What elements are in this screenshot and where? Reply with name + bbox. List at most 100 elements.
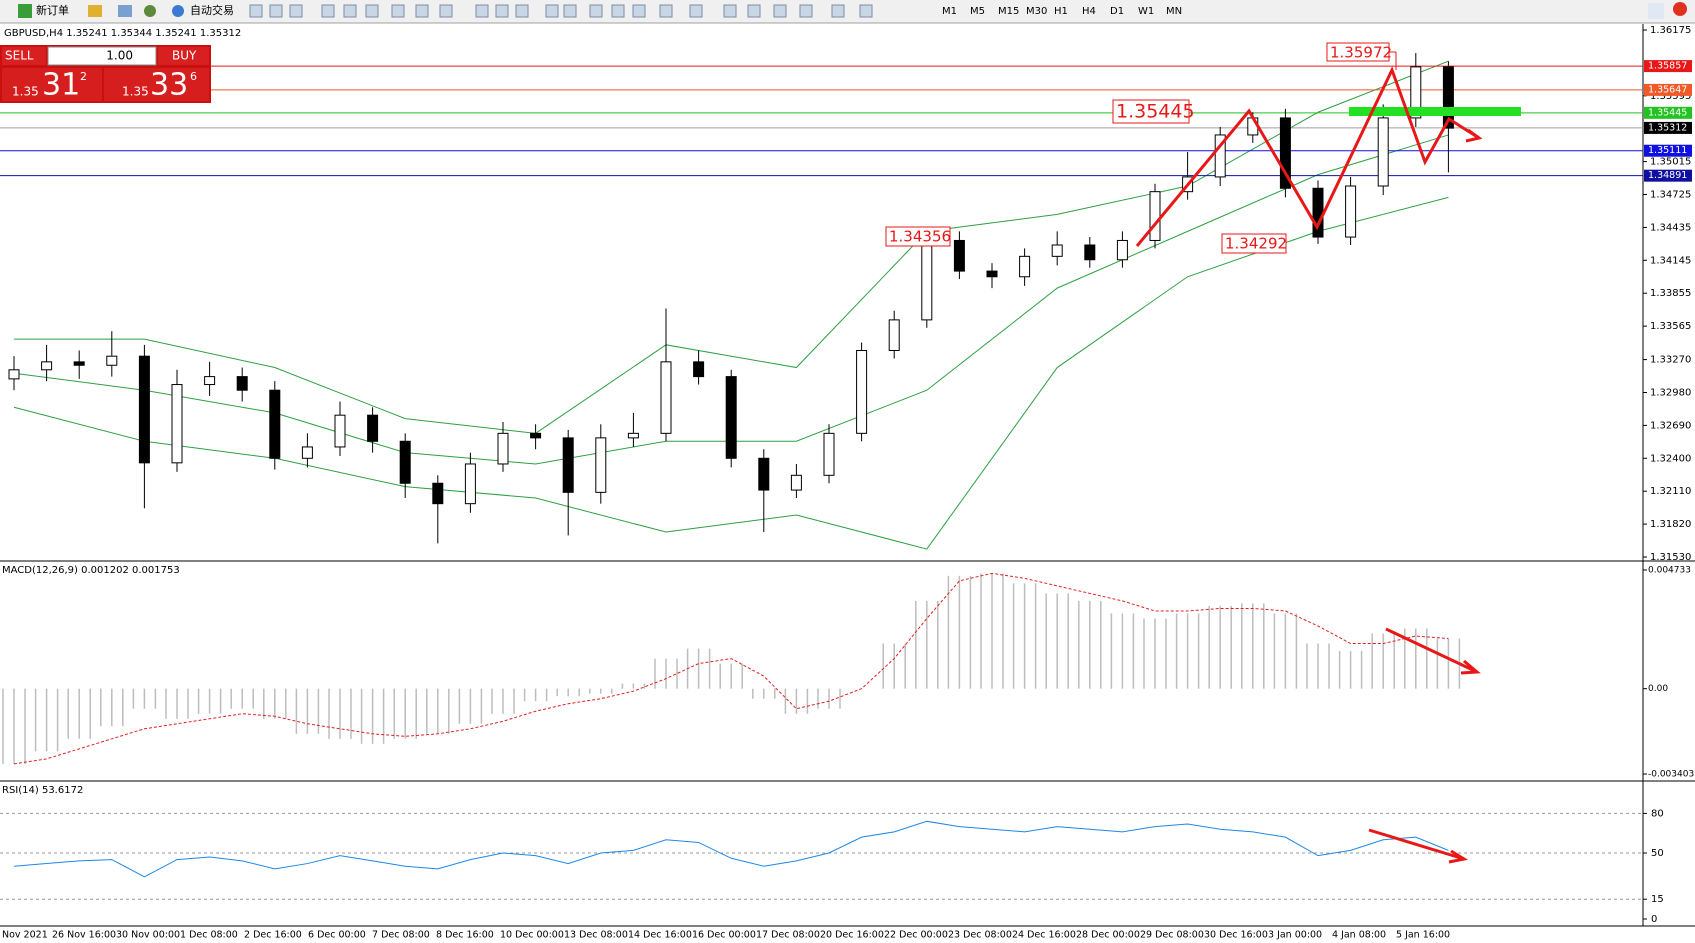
tool-icon[interactable] <box>859 4 873 18</box>
candle-body <box>497 432 509 465</box>
candle-body <box>1084 244 1096 261</box>
tool-icon[interactable] <box>475 4 489 18</box>
x-tick-label: 10 Dec 00:00 <box>500 930 564 941</box>
new-order-icon[interactable] <box>18 4 32 18</box>
search[interactable] <box>1648 3 1664 19</box>
y-tick-label: 1.33565 <box>1650 321 1691 332</box>
x-tick-label: 14 Dec 16:00 <box>628 930 692 941</box>
arrow-head <box>1448 849 1469 864</box>
timeframe-button[interactable]: MN <box>1166 6 1182 17</box>
y-tick-label: 0.004733 <box>1648 566 1691 576</box>
tool-icon[interactable] <box>563 4 577 18</box>
buy-price-main: 33 <box>150 68 188 103</box>
timeframe-button[interactable]: M30 <box>1026 6 1047 17</box>
candle-body <box>1149 191 1161 241</box>
tool-icon[interactable] <box>632 4 646 18</box>
x-tick-label: 7 Dec 08:00 <box>372 930 430 941</box>
tool-icon[interactable] <box>144 5 156 17</box>
buy-label[interactable]: BUY <box>172 49 197 63</box>
tool-icon[interactable] <box>118 5 132 17</box>
candle-body <box>464 463 476 505</box>
bollinger-lower <box>13 196 1449 550</box>
tool-icon[interactable] <box>269 4 283 18</box>
panel-title: MACD(12,26,9) 0.001202 0.001753 <box>2 565 180 576</box>
sell-button[interactable] <box>2 47 46 65</box>
macd-signal <box>13 572 1449 765</box>
tool-icon[interactable] <box>799 4 813 18</box>
candle-body <box>432 482 444 505</box>
bollinger-upper <box>14 60 1449 434</box>
lot-input[interactable] <box>47 46 157 66</box>
tool-icon[interactable] <box>773 4 787 18</box>
tool-icon[interactable] <box>545 4 559 18</box>
tool-icon[interactable] <box>343 4 357 18</box>
tool-icon[interactable] <box>321 4 335 18</box>
tool-icons <box>249 4 873 18</box>
y-tick-label: 1.32400 <box>1650 453 1691 464</box>
candle-body <box>1247 117 1259 136</box>
arrow-head <box>1460 659 1481 675</box>
x-tick-label: Nov 2021 <box>2 930 48 941</box>
candle-body <box>41 361 53 371</box>
tool-icon[interactable] <box>515 4 529 18</box>
tool-icon[interactable] <box>88 5 102 17</box>
timeframe-button[interactable]: M15 <box>998 6 1019 17</box>
sell-price-main: 31 <box>42 68 80 103</box>
rsi-arrow <box>1368 828 1465 861</box>
timeframe-button[interactable]: M1 <box>942 6 957 17</box>
y-tick-label: 1.34145 <box>1650 255 1691 266</box>
y-tick-label: 50 <box>1651 848 1664 859</box>
timeframe-button[interactable]: D1 <box>1110 6 1124 17</box>
price-label: 1.35647 <box>1648 84 1687 95</box>
candle-body <box>1312 187 1324 238</box>
tool-icon[interactable] <box>391 4 405 18</box>
auto-trading-icon[interactable] <box>172 5 184 17</box>
panel-title: RSI(14) 53.6172 <box>2 785 83 796</box>
buy-button[interactable] <box>158 47 209 65</box>
price-panel: 1.36175 1.35595 1.35015 1.34725 1.34435 1.341… <box>0 25 1692 563</box>
price-label: 1.34891 <box>1648 170 1687 181</box>
tool-icon[interactable] <box>659 4 673 18</box>
notification[interactable] <box>1673 2 1687 16</box>
tool-icon[interactable] <box>495 4 509 18</box>
tool-icon[interactable] <box>831 4 845 18</box>
price-label: 1.35445 <box>1648 107 1687 118</box>
x-tick-label: 1 Dec 08:00 <box>180 930 238 941</box>
timeframe-button[interactable]: H1 <box>1054 6 1068 17</box>
tool-icon[interactable] <box>439 4 453 18</box>
candle-body <box>269 389 281 459</box>
tool-icon[interactable] <box>365 4 379 18</box>
buy-price-sup: 6 <box>190 70 197 83</box>
auto-trading[interactable]: 自动交易 <box>190 3 234 17</box>
buy-price-box[interactable] <box>104 68 209 101</box>
buy-price-big: 1.35 <box>122 85 149 99</box>
timeframe-button[interactable]: W1 <box>1138 6 1154 17</box>
y-tick-label: 1.35595 <box>1650 91 1691 102</box>
candle-body <box>73 361 85 366</box>
annotation-box <box>885 226 951 247</box>
timeframe-button[interactable]: H4 <box>1082 6 1096 17</box>
price-label: 1.35857 <box>1648 61 1687 72</box>
sell-price-box[interactable] <box>2 68 102 101</box>
tool-icon[interactable] <box>747 4 761 18</box>
tool-icon[interactable] <box>249 4 263 18</box>
tool-icon[interactable] <box>589 4 603 18</box>
tool-icon[interactable] <box>689 4 703 18</box>
rsi-panel: RSI(14) 53.6172 80 50 15 0 <box>0 785 1664 925</box>
candle-body <box>823 432 835 476</box>
lot-value[interactable]: 1.00 <box>106 49 133 63</box>
candle-body <box>986 270 998 278</box>
sell-label[interactable]: SELL <box>5 49 34 63</box>
tool-icon[interactable] <box>289 4 303 18</box>
x-tick-label: 26 Nov 16:00 <box>52 930 116 941</box>
x-tick-label: 20 Dec 16:00 <box>820 930 884 941</box>
tool-icon[interactable] <box>611 4 625 18</box>
new-order[interactable]: 新订单 <box>36 3 69 17</box>
candle-body <box>1279 117 1291 189</box>
timeframe-button[interactable]: M5 <box>970 6 985 17</box>
zigzag-arrow <box>1135 66 1480 247</box>
tool-icon[interactable] <box>723 4 737 18</box>
trade-panel: SELL 1.00 BUY 1.35 31 2 1.35 33 6 <box>0 45 211 103</box>
tool-icon[interactable] <box>415 4 429 18</box>
